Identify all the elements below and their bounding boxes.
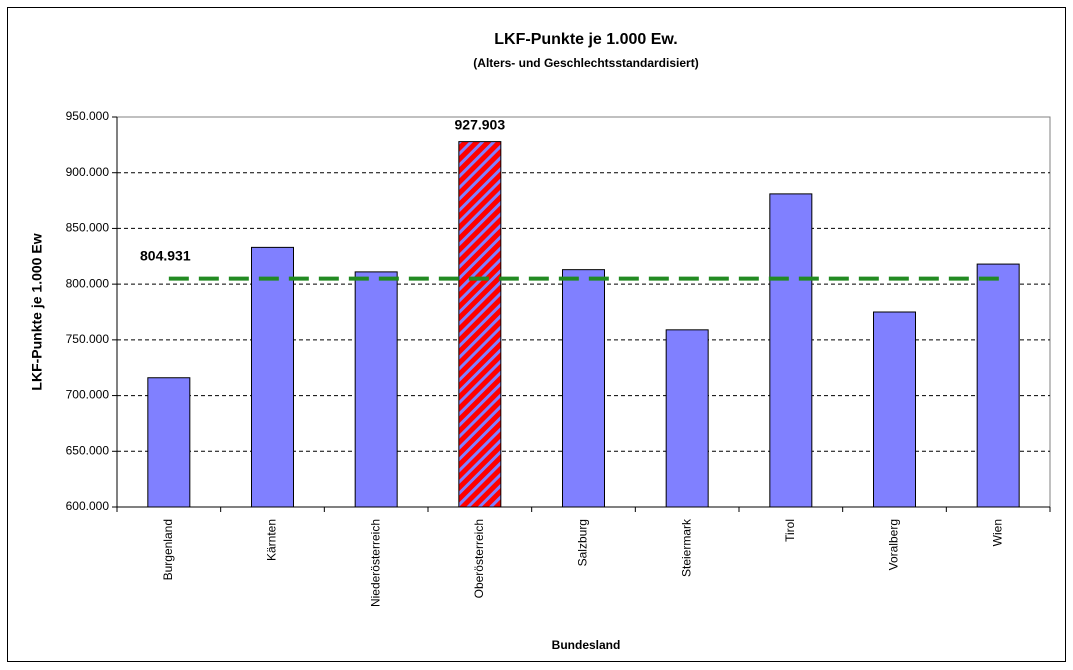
bar [354, 271, 398, 508]
bar [147, 377, 191, 508]
x-tick-label: Voralberg [887, 519, 901, 570]
y-tick-label: 850.000 [66, 221, 110, 235]
x-tick-label: Tirol [783, 519, 797, 542]
bar [458, 141, 502, 508]
y-tick-label: 600.000 [66, 499, 110, 513]
chart-title: LKF-Punkte je 1.000 Ew. [494, 31, 677, 48]
y-tick-label: 650.000 [66, 443, 110, 457]
y-axis-title: LKF-Punkte je 1.000 Ew [29, 233, 45, 390]
reference-label: 804.931 [140, 247, 191, 263]
y-tick-label: 800.000 [66, 276, 110, 290]
y-tick-label: 750.000 [66, 332, 110, 346]
chart-subtitle: (Alters- und Geschlechtsstandardisiert) [473, 56, 698, 70]
bar [873, 311, 916, 508]
bar [769, 193, 813, 508]
x-tick-label: Burgenland [161, 519, 175, 580]
bar [251, 246, 294, 508]
x-tick-label: Steiermark [679, 518, 693, 577]
x-axis-title: Bundesland [552, 638, 621, 652]
x-tick-label: Salzburg [576, 519, 590, 566]
y-tick-label: 700.000 [66, 388, 110, 402]
data-label: 927.903 [455, 116, 506, 132]
x-tick-label: Oberösterreich [472, 519, 486, 598]
x-tick-label: Niederösterreich [368, 519, 382, 607]
bar [976, 263, 1020, 508]
x-tick-label: Kärnten [265, 519, 279, 561]
bar [562, 269, 605, 508]
bar [665, 329, 709, 508]
y-tick-label: 950.000 [66, 109, 110, 123]
y-tick-label: 900.000 [66, 165, 110, 179]
x-tick-label: Wien [990, 519, 1004, 546]
